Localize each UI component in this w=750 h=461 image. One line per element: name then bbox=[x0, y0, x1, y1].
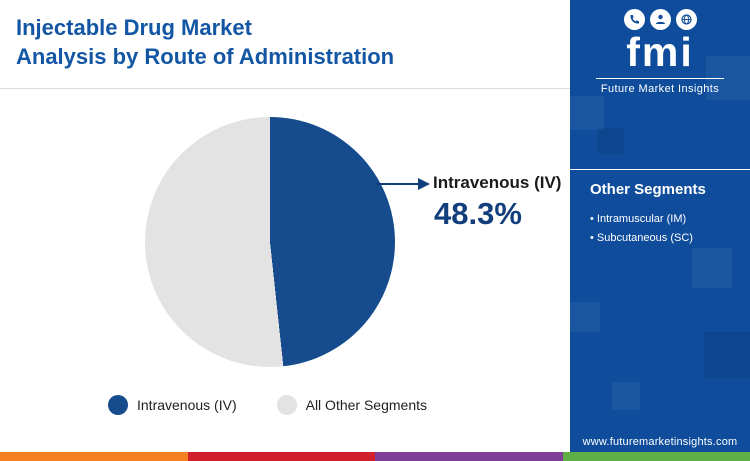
callout-value: 48.3% bbox=[434, 196, 522, 231]
other-segments-list: Intramuscular (IM) Subcutaneous (SC) bbox=[590, 210, 693, 247]
deco-square bbox=[704, 332, 750, 378]
fmi-logo: fmi Future Market Insights bbox=[570, 9, 750, 95]
other-segment-item: Intramuscular (IM) bbox=[590, 210, 693, 229]
footer-stripe-segment bbox=[187, 452, 375, 461]
phone-icon bbox=[623, 9, 645, 30]
sidebar-divider bbox=[570, 169, 750, 170]
logo-divider bbox=[596, 78, 724, 79]
deco-square bbox=[598, 128, 624, 154]
other-segments-heading: Other Segments bbox=[590, 181, 706, 198]
sidebar: fmi Future Market Insights Other Segment… bbox=[570, 0, 750, 461]
pie-chart bbox=[145, 117, 395, 367]
page-title: Injectable Drug Market Analysis by Route… bbox=[16, 13, 394, 71]
website-link[interactable]: www.futuremarketinsights.com bbox=[582, 436, 738, 448]
globe-icon bbox=[675, 9, 697, 30]
deco-square bbox=[570, 302, 600, 332]
deco-square bbox=[612, 382, 640, 410]
page-title-line1: Injectable Drug Market bbox=[16, 15, 252, 40]
footer-stripe-segment bbox=[375, 452, 563, 461]
other-segment-item: Subcutaneous (SC) bbox=[590, 229, 693, 248]
legend-swatch bbox=[108, 395, 128, 415]
footer-stripe-segment bbox=[562, 452, 750, 461]
deco-square bbox=[692, 248, 732, 288]
brand-name: Future Market Insights bbox=[600, 83, 720, 95]
logo-icons bbox=[623, 9, 697, 30]
deco-square bbox=[570, 96, 604, 130]
legend: Intravenous (IV) All Other Segments bbox=[108, 395, 427, 415]
legend-label: Intravenous (IV) bbox=[137, 397, 237, 413]
page-title-line2: Analysis by Route of Administration bbox=[16, 44, 395, 70]
legend-label: All Other Segments bbox=[305, 397, 427, 413]
callout-label: Intravenous (IV) bbox=[433, 173, 562, 192]
footer-stripe bbox=[0, 452, 750, 461]
title-divider bbox=[0, 88, 570, 89]
legend-item: All Other Segments bbox=[276, 395, 427, 415]
legend-item: Intravenous (IV) bbox=[108, 395, 237, 415]
footer-stripe-segment bbox=[0, 452, 188, 461]
callout-arrow-icon bbox=[374, 178, 430, 190]
logo-text: fmi bbox=[626, 29, 694, 75]
person-icon bbox=[649, 9, 671, 30]
legend-swatch bbox=[276, 395, 297, 415]
